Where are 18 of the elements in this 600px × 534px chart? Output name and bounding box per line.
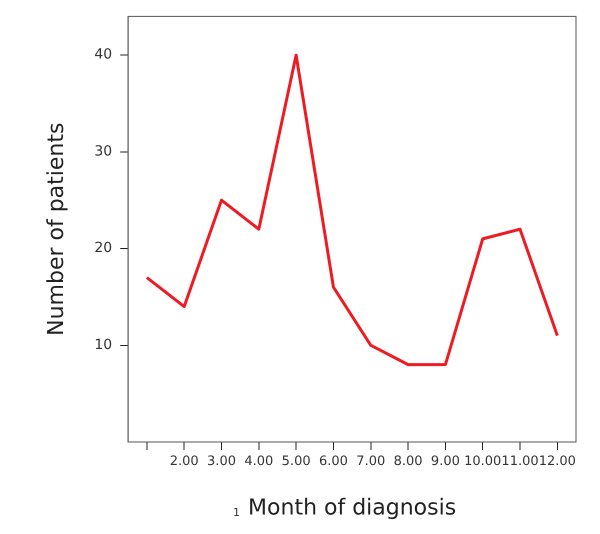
x-tick-label: 7.00 bbox=[356, 454, 386, 470]
text: 1 bbox=[233, 506, 240, 519]
y-tick-label: 10 bbox=[94, 336, 112, 353]
x-tick-label: 3.00 bbox=[207, 454, 236, 470]
x-tick-label: 11.00 bbox=[501, 454, 539, 470]
y-tick-label: 40 bbox=[94, 46, 112, 63]
x-tick-label: 8.00 bbox=[394, 454, 423, 470]
x-tick-label: 12.00 bbox=[538, 454, 576, 470]
x-tick-label: 2.00 bbox=[170, 454, 199, 470]
x-tick-label: 4.00 bbox=[244, 454, 274, 470]
y-axis-title: Number of patients bbox=[44, 122, 69, 336]
x-tick-label: 5.00 bbox=[282, 454, 311, 470]
x-tick-label: 6.00 bbox=[318, 454, 348, 470]
y-tick-label: 20 bbox=[94, 240, 112, 256]
x-tick-label: 10.00 bbox=[464, 454, 502, 470]
x-axis-title: Month of diagnosis bbox=[248, 496, 456, 521]
x-tick-label: 9.00 bbox=[430, 454, 460, 470]
y-tick-label: 30 bbox=[94, 143, 112, 160]
